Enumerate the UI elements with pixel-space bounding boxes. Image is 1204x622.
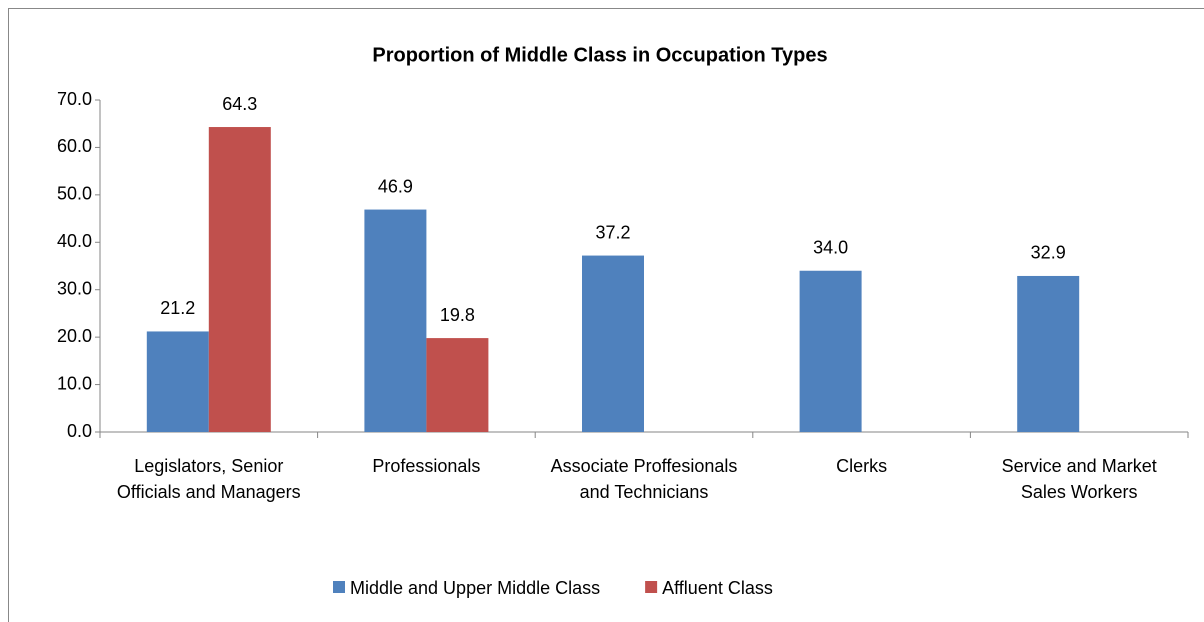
y-tick-label: 70.0: [57, 89, 92, 109]
bar: [208, 127, 271, 432]
chart-title: Proportion of Middle Class in Occupation…: [372, 44, 827, 66]
data-label: 46.9: [378, 176, 413, 196]
x-tick-label: Service and Market Sales Workers: [1001, 456, 1157, 502]
y-tick-label: 10.0: [57, 373, 92, 393]
y-tick-label: 20.0: [57, 326, 92, 346]
y-tick-label: 60.0: [57, 136, 92, 156]
x-tick-label: Legislators, Senior Officials and Manage…: [116, 456, 301, 502]
data-label: 32.9: [1031, 243, 1066, 263]
bar: [364, 209, 427, 432]
x-tick-label: Clerks: [836, 456, 888, 476]
data-label: 19.8: [440, 305, 475, 325]
legend-swatch: [333, 581, 345, 593]
y-tick-label: 50.0: [57, 184, 92, 204]
bar: [799, 270, 862, 432]
y-tick-label: 30.0: [57, 278, 92, 298]
data-label: 34.0: [813, 237, 848, 257]
legend-swatch: [645, 581, 658, 593]
bar: [146, 331, 209, 432]
bar: [426, 338, 489, 432]
y-tick-label: 40.0: [57, 231, 92, 251]
bar: [582, 255, 644, 432]
x-tick-label: Professionals: [372, 456, 481, 476]
chart-border: [8, 8, 1204, 622]
legend-label: Middle and Upper Middle Class: [350, 578, 600, 598]
x-tick-label: Associate Proffesionals and Technicians: [550, 456, 738, 502]
data-label: 21.2: [160, 298, 195, 318]
bar: [1017, 275, 1080, 432]
data-label: 64.3: [222, 94, 257, 114]
data-label: 37.2: [595, 222, 630, 242]
legend-label: Affluent Class: [662, 578, 773, 598]
y-tick-label: 0.0: [67, 421, 92, 441]
